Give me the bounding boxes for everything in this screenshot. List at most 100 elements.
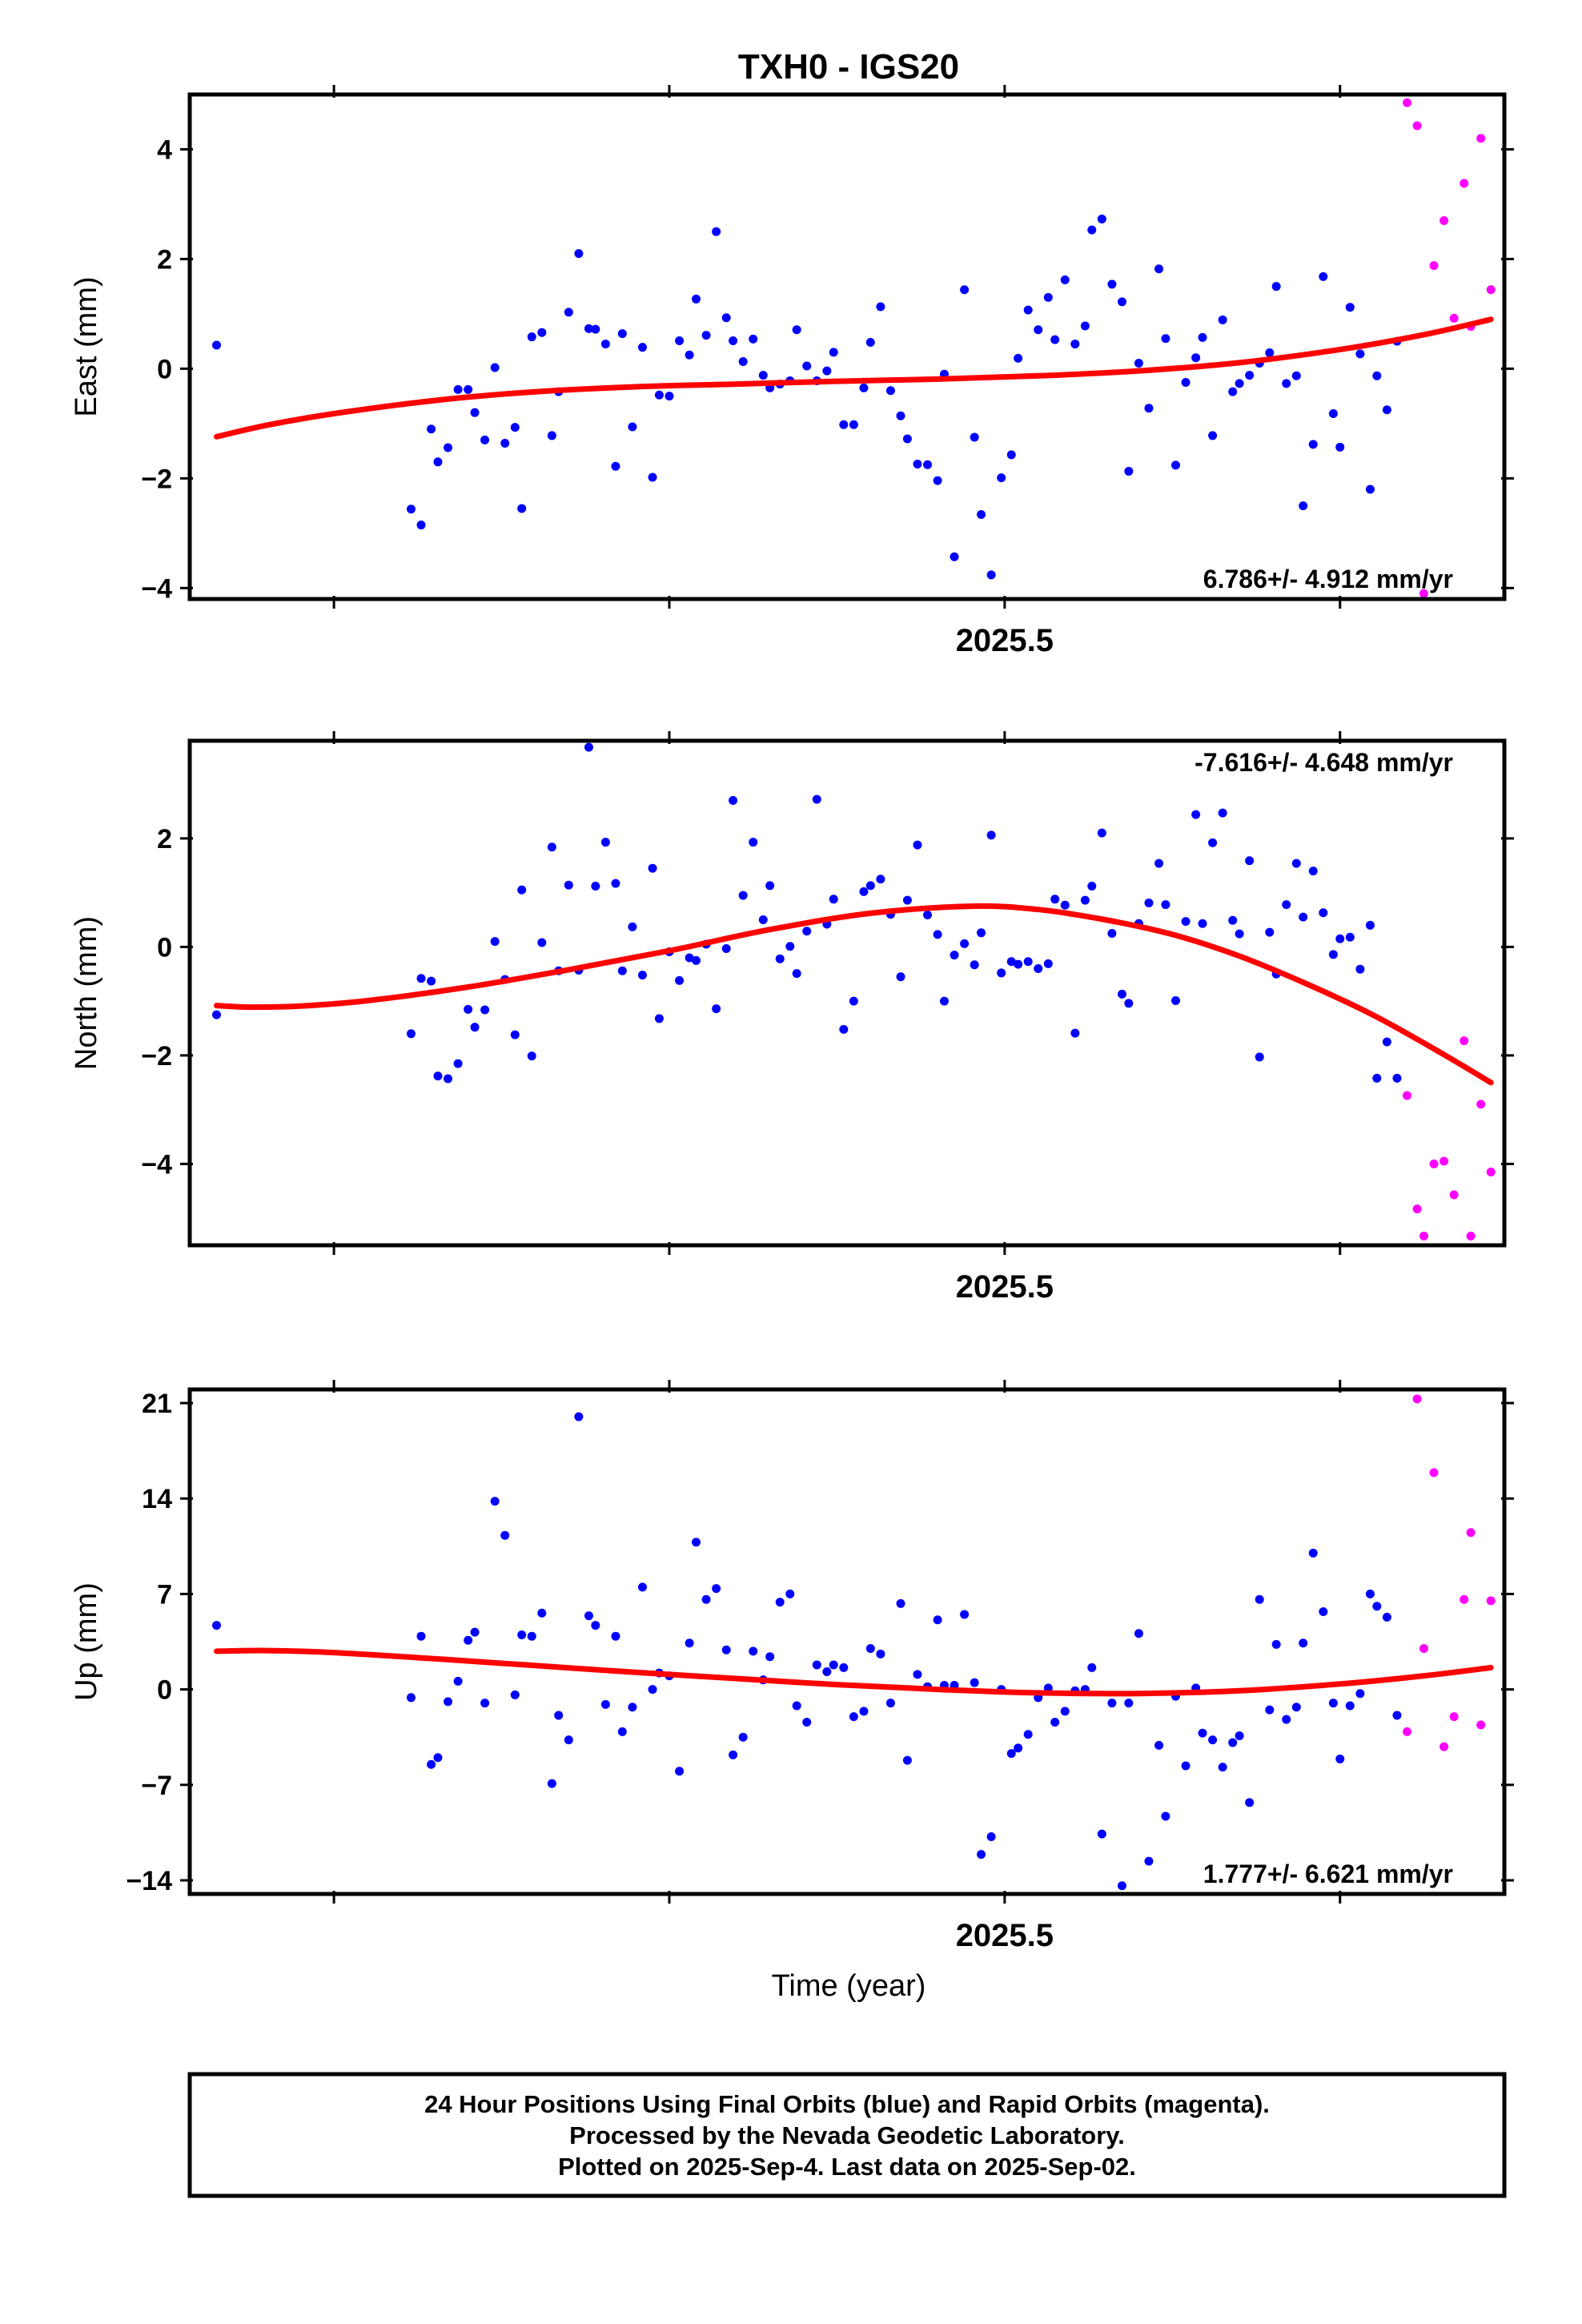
east-final-point — [701, 331, 711, 340]
north-final-point — [564, 880, 573, 890]
north-final-point — [1372, 1073, 1382, 1083]
east-rapid-point — [1412, 121, 1422, 131]
up-final-point — [611, 1631, 620, 1641]
north-xtick-label: 2025.5 — [956, 1269, 1054, 1305]
up-final-point — [433, 1753, 443, 1763]
north-rapid-point — [1486, 1168, 1496, 1177]
chart-title: TXH0 - IGS20 — [738, 47, 959, 86]
up-final-point — [1087, 1663, 1097, 1672]
north-final-point — [1198, 919, 1207, 928]
north-final-point — [1355, 964, 1365, 974]
up-panel: −14 −7 0 7 14 21 2025.5 Up (mm) 1.777+/- 6.621 m… — [70, 1380, 1514, 1953]
east-final-point — [685, 350, 694, 360]
east-final-point — [453, 384, 463, 394]
up-final-points — [212, 1412, 1402, 1891]
east-final-point — [1299, 501, 1308, 511]
east-final-point — [1365, 485, 1375, 494]
up-final-point — [913, 1670, 922, 1679]
east-final-point — [950, 552, 959, 561]
north-y-axis-label: North (mm) — [70, 916, 103, 1070]
east-final-point — [758, 371, 768, 380]
east-final-point — [1070, 340, 1080, 349]
east-final-point — [1050, 335, 1060, 344]
north-final-point — [1161, 900, 1170, 910]
east-xtick-label: 2025.5 — [956, 623, 1054, 658]
north-final-point — [849, 996, 858, 1006]
up-final-point — [537, 1608, 547, 1618]
east-final-point — [517, 504, 527, 513]
north-final-point — [510, 1030, 520, 1039]
north-final-point — [470, 1023, 480, 1032]
up-final-point — [1198, 1728, 1207, 1738]
east-final-point — [406, 505, 416, 514]
north-rapid-point — [1403, 1091, 1412, 1100]
up-final-point — [648, 1685, 657, 1695]
north-final-point — [1023, 957, 1033, 967]
north-final-point — [675, 975, 685, 985]
up-fit-curve — [214, 1647, 1494, 1697]
up-final-point — [812, 1660, 821, 1670]
up-final-point — [427, 1759, 436, 1769]
east-final-point — [802, 361, 812, 371]
north-final-point — [839, 1024, 849, 1034]
east-final-point — [1161, 334, 1170, 344]
up-final-point — [1291, 1703, 1301, 1712]
east-final-point — [986, 570, 996, 580]
north-final-point — [1080, 895, 1090, 905]
east-final-point — [933, 476, 942, 485]
north-final-point — [1087, 882, 1097, 891]
north-final-point — [721, 943, 731, 953]
up-final-point — [1097, 1829, 1106, 1839]
east-final-point — [470, 408, 480, 417]
up-final-point — [1319, 1607, 1328, 1617]
east-final-point — [1124, 466, 1134, 476]
north-final-point — [749, 838, 758, 847]
east-final-point — [896, 411, 905, 420]
north-final-point — [802, 927, 812, 936]
up-final-point — [1299, 1638, 1308, 1648]
east-final-point — [1060, 275, 1070, 284]
east-final-point — [416, 521, 426, 530]
north-final-point — [1235, 929, 1244, 939]
up-final-point — [865, 1644, 875, 1654]
east-final-point — [464, 384, 473, 394]
east-final-point — [611, 461, 620, 471]
east-final-point — [1271, 282, 1281, 292]
up-rate-label: 1.777+/- 6.621 mm/yr — [1203, 1860, 1453, 1888]
up-final-point — [490, 1497, 500, 1506]
north-final-point — [902, 895, 912, 905]
up-final-point — [701, 1594, 711, 1604]
north-final-point — [1107, 928, 1117, 938]
east-panel: −4 −2 0 2 4 2025.5 East (mm) 6.786+/- 4.912 mm/… — [70, 85, 1514, 658]
north-final-point — [444, 1074, 453, 1084]
up-final-point — [1060, 1707, 1070, 1716]
east-final-point — [1006, 450, 1016, 460]
north-final-point — [1282, 900, 1291, 910]
north-ytick-label: −4 — [141, 1149, 172, 1180]
east-rapid-point — [1486, 285, 1496, 295]
up-rapid-point — [1486, 1596, 1496, 1606]
east-final-point — [1191, 353, 1201, 363]
up-rapid-point — [1429, 1468, 1439, 1478]
north-final-point — [970, 960, 979, 970]
up-rapid-point — [1419, 1644, 1428, 1654]
up-rapid-points — [1403, 1394, 1496, 1751]
north-final-point — [738, 891, 748, 900]
north-final-point — [611, 879, 620, 888]
east-final-point — [444, 443, 453, 452]
up-rapid-point — [1412, 1394, 1422, 1404]
east-final-point — [1023, 305, 1033, 315]
up-rapid-point — [1439, 1742, 1449, 1751]
up-final-point — [464, 1635, 473, 1645]
north-final-point — [537, 938, 547, 947]
up-final-point — [712, 1584, 721, 1594]
north-plot-area — [212, 742, 1496, 1240]
east-final-point — [1014, 353, 1023, 363]
north-final-point — [865, 881, 875, 891]
up-final-point — [738, 1732, 748, 1742]
north-final-point — [600, 838, 610, 847]
up-y-axis-label: Up (mm) — [70, 1582, 103, 1701]
up-final-point — [960, 1610, 970, 1619]
east-final-point — [1382, 405, 1391, 415]
north-final-point — [517, 885, 527, 895]
